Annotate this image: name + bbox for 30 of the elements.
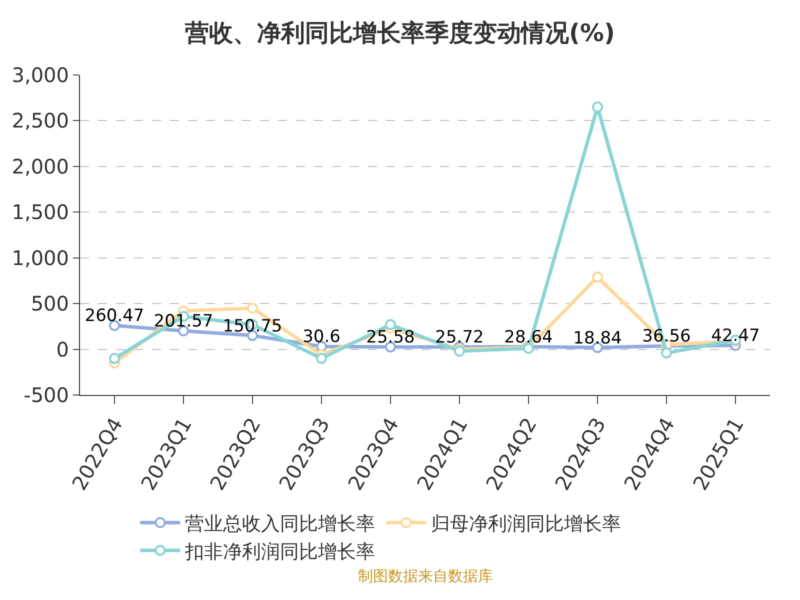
data-label: 30.6 [302,327,340,348]
point [385,319,396,330]
point [661,347,672,358]
data-label: 25.58 [366,328,415,348]
y-tick-label: 3,000 [12,63,69,87]
y-tick-label: -500 [24,383,69,407]
data-label: 36.56 [642,326,691,347]
data-label: 25.72 [435,328,484,348]
y-tick-label: 2,000 [12,154,69,178]
y-tick-label: 2,500 [12,108,69,133]
y-tick-label: 1,000 [12,246,69,270]
point [247,302,258,314]
chart-title: 营收、净利同比增长率季度变动情况(%) [184,18,615,47]
y-tick-label: 500 [30,292,69,316]
point [592,102,603,112]
data-label: 28.64 [504,327,553,348]
data-label: 18.84 [573,328,622,348]
point [316,352,327,364]
point [109,352,120,364]
text: 制图数据来自数据库 [358,567,493,585]
y-tick-label: 0 [56,337,69,362]
legend-label: 归母净利润同比增长率 [431,513,622,536]
data-label: 42.47 [711,326,760,346]
data-label: 201.57 [154,312,214,332]
data-label: 260.47 [84,306,144,326]
data-label: 150.75 [222,316,282,336]
legend-label: 扣非净利润同比增长率 [184,540,376,563]
legend-label: 营业总收入同比增长率 [185,513,376,536]
y-tick-label: 1,500 [12,200,69,224]
point [592,272,603,283]
